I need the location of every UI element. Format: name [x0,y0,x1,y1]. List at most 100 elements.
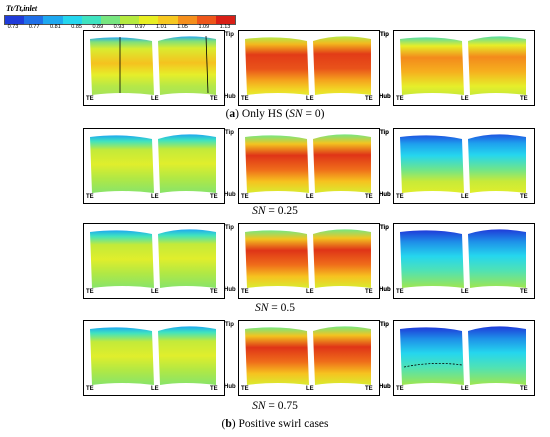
blade-contour-plot [90,326,216,385]
label-hub: Hub [224,192,236,198]
label-tip: Tip [225,130,234,136]
colorbar-tick-label: 0.73 [7,24,19,30]
label-te: TE [86,96,94,102]
panel-row3-col1 [83,223,225,299]
caption-sn: SN [254,302,269,314]
colorbar-swatch [43,16,63,24]
colorbar-tick-label: 1.13 [219,24,231,30]
label-le: LE [151,386,159,392]
label-tip: Tip [380,32,389,38]
panel-row4-col2 [238,320,380,396]
label-hub: Hub [224,287,236,293]
label-te: TE [210,289,218,295]
label-le: LE [151,194,159,200]
caption-text: Positive swirl cases [238,418,329,430]
label-te: TE [520,289,528,295]
colorbar-swatch [196,16,216,24]
blade-contour-plot [400,36,526,95]
label-te: TE [86,194,94,200]
label-te: TE [241,194,249,200]
label-le: LE [461,194,469,200]
blade-contour-plot [245,134,371,193]
label-te: TE [86,289,94,295]
label-tip: Tip [380,322,389,328]
caption-value: = 0.5 [268,302,296,314]
caption-label-a: a [229,108,236,120]
label-tip: Tip [380,32,389,38]
caption-row3: SN = 0.5 [0,302,550,314]
colorbar: Tt/Tt,inlet 0.73 0.77 0.81 0.85 0.89 0.93 0.97… [4,2,236,32]
colorbar-tick-label: 0.77 [28,24,40,30]
blade-contour-plot [90,35,216,95]
panel-row3-col2 [238,223,380,299]
colorbar-tick-label: 0.85 [71,24,82,30]
label-hub: Hub [379,384,391,390]
blade-contour-plot [90,134,216,193]
label-te: TE [210,194,218,200]
colorbar-swatch [158,16,178,24]
label-hub: Hub [379,94,391,100]
label-tip: Tip [225,225,234,231]
blade-contour-plot [245,36,371,95]
label-te: TE [210,96,218,102]
label-le: LE [461,289,469,295]
label-te: TE [396,386,404,392]
label-hub: Hub [379,94,391,100]
colorbar-tick-label: 0.81 [50,24,61,30]
colorbar-tick-label: 1.05 [177,24,188,30]
caption-sn: SN [289,108,303,120]
label-le: LE [306,289,314,295]
label-te: TE [365,194,373,200]
blade-contour-plot [400,229,526,288]
colorbar-swatch [215,16,236,24]
label-te: TE [520,386,528,392]
colorbar-swatch [5,16,25,24]
panel-row1-col2 [238,30,380,106]
label-te: TE [241,96,249,102]
caption-row4: SN = 0.75 [0,400,550,412]
label-tip: Tip [225,322,234,328]
colorbar-tick-label: 1.09 [198,24,210,30]
label-hub: Hub [224,384,236,390]
label-hub: Hub [379,287,391,293]
caption-value: = 0) [302,108,325,120]
colorbar-swatch [177,16,197,24]
panel-row4-col3 [393,320,535,396]
label-tip: Tip [380,130,389,136]
caption-text: Only HS ( [241,108,290,120]
colorbar-swatch [81,16,101,24]
blade-contour-plot [245,326,371,385]
blade-contour-plot [400,134,526,193]
label-te: TE [396,289,404,295]
label-hub: Hub [379,384,391,390]
colorbar-tick-label: 0.89 [92,24,104,30]
label-te: TE [210,386,218,392]
panel-row3-col3 [393,223,535,299]
label-te: TE [520,194,528,200]
label-tip: Tip [380,322,389,328]
label-tip: Tip [380,130,389,136]
label-te: TE [520,96,528,102]
label-le: LE [306,96,314,102]
label-tip: Tip [380,225,389,231]
panel-row2-col3 [393,128,535,204]
label-le: LE [151,289,159,295]
caption-value: = 0.75 [265,400,298,412]
label-te: TE [241,289,249,295]
label-hub: Hub [379,192,391,198]
label-te: TE [365,289,373,295]
colorbar-swatch [120,16,140,24]
colorbar-tick-label: 1.01 [156,24,167,30]
colorbar-ticks: 0.73 0.77 0.81 0.85 0.89 0.93 0.97 1.01 1.05 1.09… [4,24,234,32]
colorbar-tick-label: 0.97 [134,24,146,30]
colorbar-tick-label: 0.93 [113,24,125,30]
label-te: TE [396,96,404,102]
panel-row1-col3 [393,30,535,106]
blade-contour-plot [245,229,371,288]
label-hub: Hub [379,287,391,293]
label-le: LE [306,194,314,200]
caption-label-b: b [225,418,232,430]
label-te: TE [241,386,249,392]
caption-sn: SN [252,205,266,217]
colorbar-title: Tt/Tt,inlet [6,4,37,13]
